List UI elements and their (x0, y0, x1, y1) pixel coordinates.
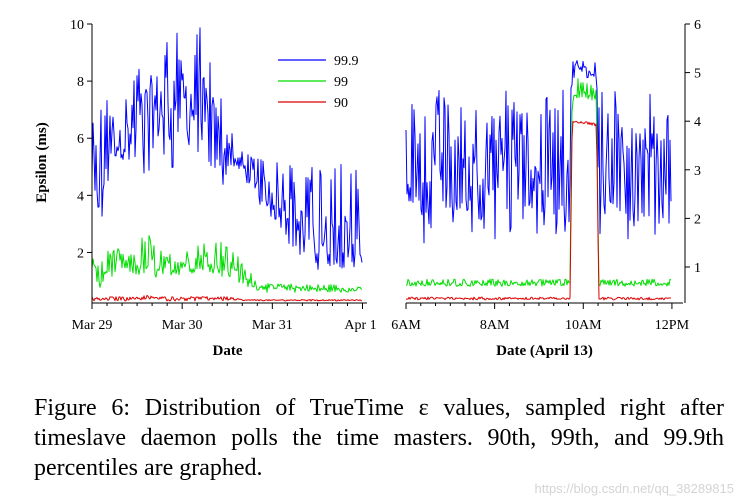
caption-text: Distribution of TrueTime ε values, sampl… (34, 395, 724, 481)
legend-label-99: 99 (334, 75, 348, 90)
legend: 99.9 99 90 (278, 54, 359, 111)
x-tick-label: Mar 31 (252, 318, 293, 333)
series-99-line (405, 78, 672, 287)
y-tick-label: 6 (694, 18, 701, 33)
y-tick-label: 6 (77, 132, 84, 147)
x-axis-label: Date (April 13) (496, 343, 593, 359)
y-tick-label: 10 (70, 18, 84, 33)
y-tick-label: 4 (77, 189, 84, 204)
series-99-9-line (405, 60, 672, 244)
y-tick-label: 3 (694, 164, 701, 179)
x-tick-label: 10AM (565, 318, 602, 333)
x-tick-label: Mar 30 (162, 318, 203, 333)
legend-label-99-9: 99.9 (334, 54, 359, 69)
x-tick-label: Mar 29 (72, 318, 113, 333)
series-90-line (91, 294, 363, 302)
right-panel: 1 2 3 4 5 6 6AM 8AM 10AM 12PM Date (April 13) (391, 18, 701, 359)
caption-label: Figure 6: (34, 395, 131, 421)
y-tick-label: 2 (77, 246, 84, 261)
x-tick-label: 8AM (480, 318, 510, 333)
watermark: https://blog.csdn.net/qq_38289815 (534, 481, 735, 496)
series-99-line (91, 235, 363, 293)
figure-caption: Figure 6: Distribution of TrueTime ε val… (34, 393, 724, 483)
x-tick-label: 12PM (655, 318, 690, 333)
series-99-9-line (91, 27, 363, 270)
x-tick-label: 6AM (391, 318, 421, 333)
y-tick-label: 2 (694, 212, 701, 227)
y-tick-label: 4 (694, 115, 701, 130)
figure-6: 2 4 6 8 10 Mar 29 Mar 30 Mar 31 Apr 1 Date Epsilon… (34, 18, 701, 359)
x-tick-label: Apr 1 (344, 318, 376, 333)
y-tick-label: 5 (694, 67, 701, 82)
legend-label-90: 90 (334, 96, 348, 111)
y-tick-label: 1 (694, 261, 701, 276)
series-90-line (405, 120, 671, 301)
x-axis-label: Date (213, 343, 243, 359)
left-panel: 2 4 6 8 10 Mar 29 Mar 30 Mar 31 Apr 1 Date Epsilon… (34, 18, 377, 359)
y-axis-label: Epsilon (ms) (34, 122, 50, 202)
y-tick-label: 8 (77, 75, 84, 90)
